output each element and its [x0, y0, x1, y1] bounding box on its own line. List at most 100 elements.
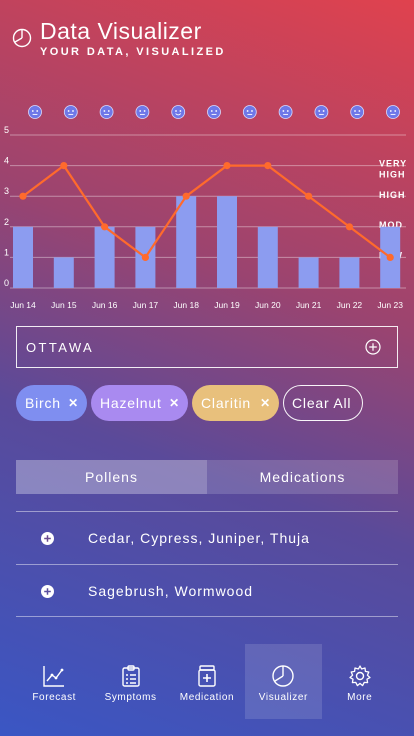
mood-eye: [139, 110, 142, 112]
chart-point: [223, 162, 231, 170]
neutral-face-icon: [386, 105, 400, 119]
plus-circle-icon[interactable]: [365, 339, 381, 355]
mood-eye: [354, 110, 356, 112]
chart-bar: [257, 226, 278, 288]
neutral-face-icon: [28, 105, 42, 119]
clear-all-button[interactable]: Clear All: [283, 385, 363, 421]
mood-eye: [282, 110, 285, 112]
neutral-face-icon: [314, 105, 329, 119]
mood-eye: [389, 110, 392, 112]
level-label: MOD: [379, 220, 403, 230]
neutral-face-icon: [99, 105, 114, 119]
remove-chip-icon[interactable]: ✕: [260, 396, 271, 410]
chart-bar: [298, 257, 319, 288]
chart-point: [19, 192, 27, 200]
y-tick-label: 4: [4, 156, 9, 166]
page-title: Data Visualizer: [40, 18, 202, 44]
nav-symptoms[interactable]: Symptoms: [92, 644, 168, 719]
remove-chip-icon[interactable]: ✕: [68, 396, 79, 410]
chart-point: [264, 162, 272, 170]
app-header: Data Visualizer YOUR DATA, VISUALIZED: [12, 16, 402, 64]
neutral-face-icon: [63, 105, 78, 119]
neutral-face-icon: [278, 105, 293, 119]
x-tick-label: Jun 20: [255, 300, 281, 310]
tab-medications[interactable]: Medications: [207, 460, 398, 494]
mood-eye: [318, 110, 321, 112]
neutral-face-icon: [350, 105, 365, 119]
add-circle-icon[interactable]: [41, 585, 54, 598]
list-item-label: Cedar, Cypress, Juniper, Thuja: [88, 530, 310, 546]
mood-eye: [103, 110, 106, 112]
x-tick-label: Jun 14: [10, 300, 36, 310]
mood-eye: [67, 110, 70, 112]
nav-label: Forecast: [32, 692, 77, 703]
level-label: VERY: [379, 159, 407, 169]
chart-bar: [217, 196, 237, 288]
nav-medication[interactable]: Medication: [169, 644, 245, 719]
nav-label: Medication: [179, 692, 235, 703]
medication-icon: [198, 665, 216, 687]
chip-hazelnut[interactable]: Hazelnut ✕: [91, 385, 188, 421]
chart-point: [386, 253, 394, 261]
chip-label: Birch: [25, 395, 61, 411]
tab-pollens[interactable]: Pollens: [16, 460, 207, 494]
bottom-nav: Forecast Symptoms Medication Visualizer …: [16, 644, 398, 719]
mood-eye: [251, 110, 253, 112]
list-item[interactable]: Cedar, Cypress, Juniper, Thuja: [16, 511, 398, 564]
mood-eye: [143, 110, 146, 112]
chart-point: [101, 223, 109, 231]
x-tick-label: Jun 23: [377, 300, 403, 310]
pie-chart-icon: [12, 28, 32, 48]
chart-bar: [94, 226, 115, 288]
nav-forecast[interactable]: Forecast: [16, 644, 92, 719]
mood-mouth: [175, 113, 182, 116]
y-tick-label: 2: [4, 217, 9, 227]
line-chart-icon: [43, 666, 65, 687]
chart-bar: [53, 257, 74, 288]
mood-eye: [36, 110, 39, 112]
chart-bar: [339, 257, 360, 288]
clipboard-icon: [121, 665, 140, 687]
chart-bar: [176, 196, 197, 288]
mood-eye: [107, 110, 110, 112]
mood-eye: [358, 110, 361, 112]
x-tick-label: Jun 19: [214, 300, 240, 310]
y-tick-label: 0: [4, 278, 9, 288]
x-tick-label: Jun 18: [173, 300, 199, 310]
nav-label: More: [347, 692, 373, 703]
mood-eye: [394, 110, 397, 112]
x-tick-label: Jun 22: [337, 300, 363, 310]
chart-point: [182, 192, 190, 200]
mood-eye: [179, 110, 182, 112]
location-field[interactable]: OTTAWA: [16, 326, 398, 368]
x-tick-label: Jun 17: [133, 300, 159, 310]
mood-eye: [31, 110, 34, 112]
list-item[interactable]: Sagebrush, Wormwood: [16, 564, 398, 617]
y-tick-label: 3: [4, 186, 9, 196]
chart-line: [22, 164, 391, 259]
level-label: HIGH: [379, 170, 406, 180]
mood-eye: [286, 110, 289, 112]
mood-eye: [175, 110, 177, 112]
nav-label: Visualizer: [258, 692, 308, 703]
level-label: HIGH: [379, 190, 406, 200]
pie-chart-icon: [272, 665, 295, 687]
chart-point: [141, 253, 149, 261]
gear-icon: [349, 665, 371, 687]
x-tick-label: Jun 15: [51, 300, 77, 310]
nav-more[interactable]: More: [322, 644, 398, 719]
mood-eye: [215, 110, 218, 112]
x-tick-label: Jun 21: [296, 300, 322, 310]
chip-birch[interactable]: Birch ✕: [16, 385, 87, 421]
remove-chip-icon[interactable]: ✕: [169, 396, 180, 410]
chip-claritin[interactable]: Claritin ✕: [192, 385, 279, 421]
add-circle-icon[interactable]: [41, 532, 54, 545]
neutral-face-icon: [135, 105, 150, 119]
filter-chips: Birch ✕ Hazelnut ✕ Claritin ✕ Clear All: [16, 385, 406, 423]
nav-visualizer[interactable]: Visualizer: [245, 644, 322, 719]
neutral-face-icon: [207, 105, 221, 119]
pollen-list: Cedar, Cypress, Juniper, Thuja Sagebrush…: [16, 511, 398, 617]
chart-point: [345, 223, 353, 231]
